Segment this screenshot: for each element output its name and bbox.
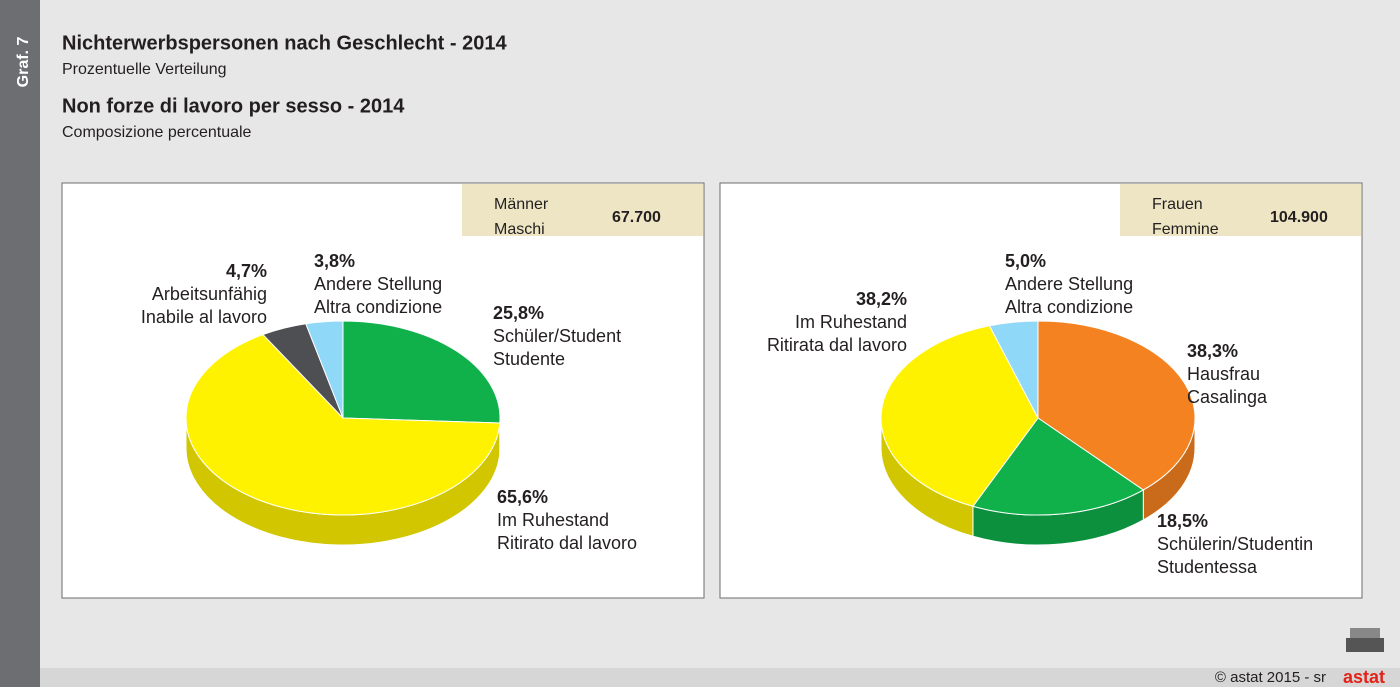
- slice: [185, 333, 501, 516]
- category-label: Altra condizione: [1005, 297, 1133, 317]
- slice: [972, 417, 1145, 516]
- category-label: Andere Stellung: [1005, 274, 1133, 294]
- title: Nichterwerbspersonen nach Geschlecht - 2…: [62, 32, 507, 54]
- logo-shape: [1350, 628, 1380, 638]
- subtitle: Composizione percentuale: [62, 124, 252, 141]
- logo-shape: [1346, 638, 1384, 652]
- copyright: © astat 2015 - sr: [1215, 669, 1326, 686]
- category-label: Hausfrau: [1187, 364, 1260, 384]
- value-label: 3,8%: [314, 251, 355, 271]
- value-label: 65,6%: [497, 487, 548, 507]
- category-label: Studente: [493, 349, 565, 369]
- box-label: Femmine: [1152, 221, 1219, 238]
- value-label: 25,8%: [493, 303, 544, 323]
- logo: astat: [1343, 667, 1385, 687]
- category-label: Casalinga: [1187, 387, 1268, 407]
- box-label: Frauen: [1152, 196, 1203, 213]
- category-label: Schüler/Student: [493, 326, 621, 346]
- category-label: Studentessa: [1157, 557, 1258, 577]
- footer-band: [40, 668, 1400, 687]
- category-label: Im Ruhestand: [497, 510, 609, 530]
- side-strip: [0, 0, 40, 687]
- title: Non forze di lavoro per sesso - 2014: [62, 95, 405, 117]
- value-label: 4,7%: [226, 261, 267, 281]
- box-label: Maschi: [494, 221, 545, 238]
- graph-label: Graf. 7: [15, 37, 32, 88]
- slice: [305, 320, 344, 419]
- value-label: 18,5%: [1157, 511, 1208, 531]
- slice: [342, 320, 501, 424]
- category-label: Arbeitsunfähig: [152, 284, 267, 304]
- category-label: Ritirata dal lavoro: [767, 335, 907, 355]
- box-total: 67.700: [612, 209, 661, 226]
- total-box: [462, 184, 703, 236]
- box-label: Männer: [494, 196, 549, 213]
- value-label: 5,0%: [1005, 251, 1046, 271]
- subtitle: Prozentuelle Verteilung: [62, 61, 227, 78]
- value-label: 38,2%: [856, 289, 907, 309]
- slice: [1037, 320, 1196, 491]
- slice: [988, 320, 1039, 419]
- category-label: Altra condizione: [314, 297, 442, 317]
- category-label: Andere Stellung: [314, 274, 442, 294]
- category-label: Schülerin/Studentin: [1157, 534, 1313, 554]
- value-label: 38,3%: [1187, 341, 1238, 361]
- box-total: 104.900: [1270, 209, 1328, 226]
- category-label: Inabile al lavoro: [141, 307, 267, 327]
- category-label: Ritirato dal lavoro: [497, 533, 637, 553]
- category-label: Im Ruhestand: [795, 312, 907, 332]
- total-box: [1120, 184, 1361, 236]
- slice: [880, 325, 1039, 507]
